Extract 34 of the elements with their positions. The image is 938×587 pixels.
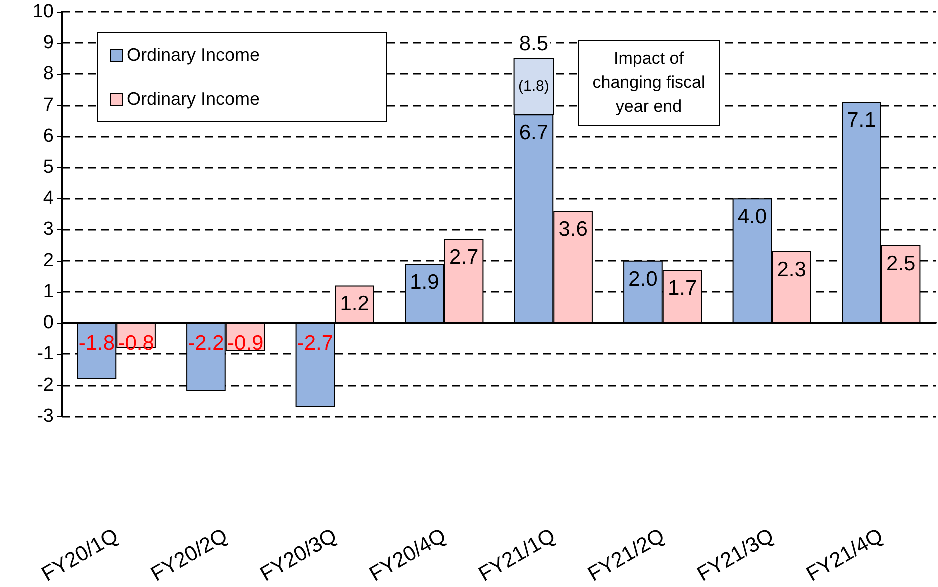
data-label: 2.5 (886, 252, 916, 276)
y-tick-label: 0 (43, 312, 54, 334)
data-label: (1.8) (518, 78, 550, 96)
y-tick-label: 9 (43, 32, 54, 54)
y-tick-label: -2 (37, 374, 54, 396)
y-tick-label: 5 (43, 157, 54, 178)
y-tick-label: -3 (37, 406, 54, 427)
legend-label: Ordinary Income (126, 44, 262, 67)
data-label: 2.0 (628, 268, 658, 291)
data-label: 3.6 (558, 218, 588, 242)
y-tick-label: 7 (43, 94, 54, 116)
annotation: Impact of changing fiscal year end (578, 40, 720, 126)
y-tick-label: 6 (43, 126, 54, 147)
data-label: -2.2 (188, 332, 224, 356)
data-label: -1.8 (78, 332, 116, 356)
data-label: 2.7 (449, 246, 479, 270)
legend-label: Ordinary Income (126, 88, 262, 111)
y-tick-label: 3 (43, 219, 54, 240)
annotation: 8.5 (519, 32, 549, 56)
y-tick-label: 4 (43, 188, 54, 210)
data-label: 6.7 (519, 122, 549, 145)
data-label: -0.9 (227, 332, 264, 356)
data-label: 1.7 (668, 277, 698, 300)
y-tick-label: 1 (43, 281, 54, 302)
data-label: 7.1 (847, 109, 876, 132)
data-label: 4.0 (738, 206, 768, 229)
data-label: 2.3 (777, 258, 806, 282)
data-label: 1.9 (410, 270, 440, 294)
data-label: 1.2 (340, 292, 370, 316)
y-tick-label: 10 (32, 2, 54, 22)
y-tick-label: 8 (43, 64, 54, 85)
data-label: -2.7 (297, 332, 334, 356)
y-tick-label: -1 (37, 344, 54, 365)
y-tick-label: 2 (43, 250, 54, 272)
